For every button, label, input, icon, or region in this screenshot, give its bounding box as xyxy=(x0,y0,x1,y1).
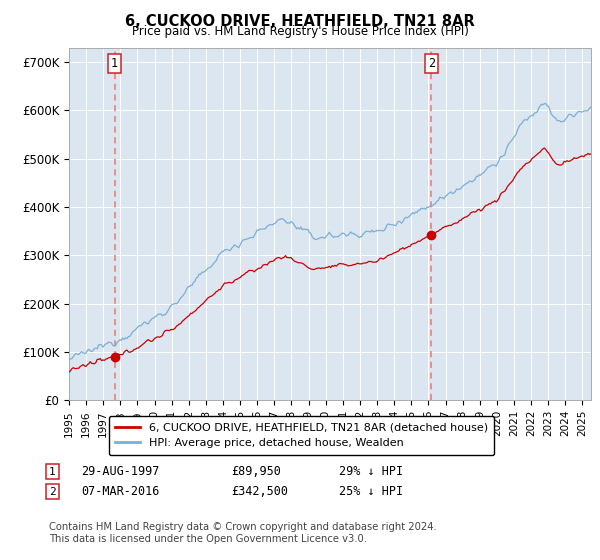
Text: 1: 1 xyxy=(111,57,118,70)
Text: 29% ↓ HPI: 29% ↓ HPI xyxy=(339,465,403,478)
Text: Contains HM Land Registry data © Crown copyright and database right 2024.
This d: Contains HM Land Registry data © Crown c… xyxy=(49,522,437,544)
Text: 6, CUCKOO DRIVE, HEATHFIELD, TN21 8AR: 6, CUCKOO DRIVE, HEATHFIELD, TN21 8AR xyxy=(125,14,475,29)
Text: 2: 2 xyxy=(428,57,435,70)
Legend: 6, CUCKOO DRIVE, HEATHFIELD, TN21 8AR (detached house), HPI: Average price, deta: 6, CUCKOO DRIVE, HEATHFIELD, TN21 8AR (d… xyxy=(109,416,494,455)
Text: 1: 1 xyxy=(49,466,56,477)
Text: 25% ↓ HPI: 25% ↓ HPI xyxy=(339,485,403,498)
Text: £89,950: £89,950 xyxy=(231,465,281,478)
Text: 29-AUG-1997: 29-AUG-1997 xyxy=(81,465,160,478)
Text: £342,500: £342,500 xyxy=(231,485,288,498)
Text: 2: 2 xyxy=(49,487,56,497)
Text: Price paid vs. HM Land Registry's House Price Index (HPI): Price paid vs. HM Land Registry's House … xyxy=(131,25,469,38)
Text: 07-MAR-2016: 07-MAR-2016 xyxy=(81,485,160,498)
